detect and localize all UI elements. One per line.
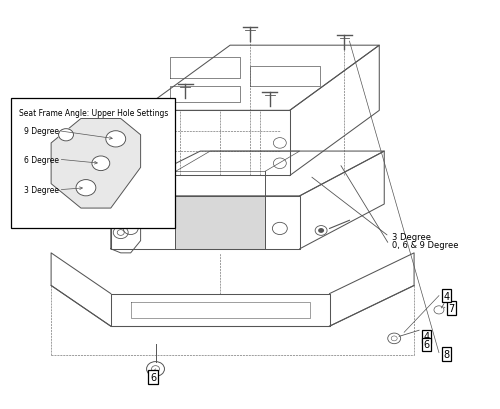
Text: 4: 4 — [444, 291, 450, 301]
Circle shape — [92, 157, 110, 171]
Text: 0, 6 & 9 Degree: 0, 6 & 9 Degree — [392, 240, 458, 249]
Text: 1: 1 — [140, 206, 146, 216]
Circle shape — [76, 180, 96, 196]
Text: 3: 3 — [135, 173, 141, 183]
Text: 5: 5 — [135, 149, 141, 159]
Circle shape — [58, 129, 74, 142]
Text: 2: 2 — [135, 157, 141, 167]
Text: 6: 6 — [424, 339, 430, 350]
Circle shape — [318, 229, 324, 234]
Text: 4: 4 — [135, 166, 141, 176]
Text: 8: 8 — [444, 349, 450, 359]
Circle shape — [106, 131, 126, 148]
Polygon shape — [51, 119, 141, 209]
Text: 6: 6 — [150, 372, 156, 382]
Text: 3 Degree: 3 Degree — [392, 232, 430, 241]
Text: 6 Degree: 6 Degree — [24, 155, 59, 164]
Text: 3 Degree: 3 Degree — [24, 186, 59, 195]
Text: 4: 4 — [424, 332, 430, 342]
Bar — [12, 99, 175, 229]
Text: Seat Frame Angle: Upper Hole Settings: Seat Frame Angle: Upper Hole Settings — [19, 109, 168, 118]
Polygon shape — [176, 196, 265, 249]
Text: 9 Degree: 9 Degree — [24, 127, 59, 136]
Text: 7: 7 — [448, 303, 454, 313]
